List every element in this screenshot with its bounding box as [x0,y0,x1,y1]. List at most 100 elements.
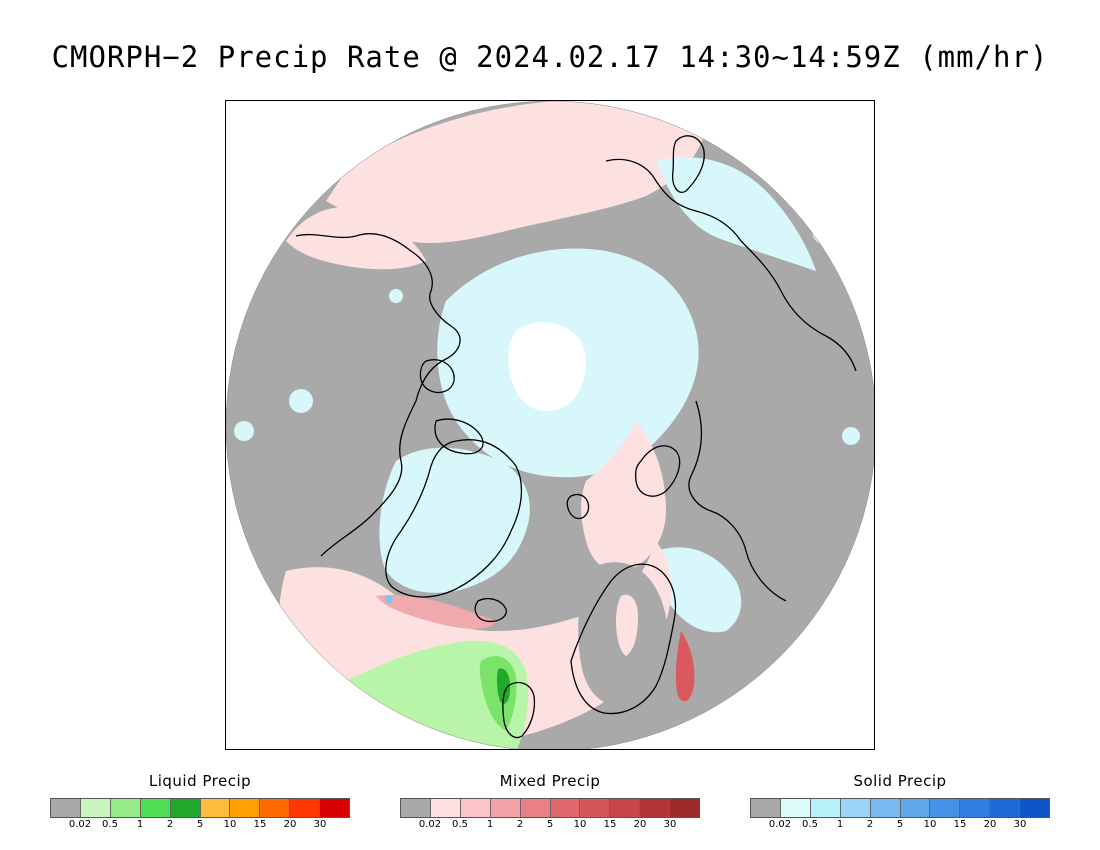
legend-tick-label: 1 [486,819,494,830]
solid-precip-patch-heavy [385,595,393,603]
solid-precip-pole-white [508,322,586,411]
solid-precip-patch [842,427,860,445]
coastline-british-isles [502,682,536,739]
legend-ticks: 0.02 0.5 1 2 5 10 15 20 30 [750,819,1050,833]
legend-swatch [780,799,811,817]
map-frame [225,100,875,750]
coastline-island [419,359,455,394]
legend-swatch [230,799,261,817]
coastline-svalbard [566,493,590,520]
legend-tick-label: 2 [516,819,524,830]
legend-swatch [260,799,291,817]
legend-swatch [170,799,201,817]
legend-swatch [51,799,81,817]
solid-precip-patch [289,389,313,413]
legend-tick-label: 2 [866,819,874,830]
coastline-novaya-zemlya [635,445,681,497]
legend-swatch [990,799,1021,817]
legend-color-bar [50,798,350,818]
legend-swatch [80,799,111,817]
legend-tick-label: 20 [283,819,297,830]
legend-swatch [810,799,841,817]
page-title: CMORPH−2 Precip Rate @ 2024.02.17 14:30~… [51,40,1049,74]
legend-swatch [290,799,321,817]
coastline-island [434,418,484,455]
legend-tick-label: 0.5 [452,819,468,830]
polar-precip-map [226,101,874,749]
legend-swatch [610,799,641,817]
legend-title: Liquid Precip [148,772,252,790]
legend-tick-label: 10 [923,819,937,830]
legend-swatch [900,799,931,817]
legend-tick-label: 30 [1013,819,1027,830]
legend-tick-label: 5 [896,819,904,830]
coastline-alaska [295,233,461,402]
legend-tick-label: 0.02 [68,819,92,830]
mixed-precip-bering [286,207,426,270]
legend-tick-label: 15 [953,819,967,830]
legend-swatch [580,799,611,817]
legend-swatch [320,799,350,817]
legend-swatch [200,799,231,817]
legend-swatch [840,799,871,817]
legend-tick-label: 30 [663,819,677,830]
legend-swatch [460,799,491,817]
legend-tick-label: 0.02 [418,819,442,830]
legend-mixed: Mixed Precip 0.02 0.5 1 2 5 10 15 20 30 [400,772,700,833]
legend-ticks: 0.02 0.5 1 2 5 10 15 20 30 [400,819,700,833]
legend-tick-label: 20 [983,819,997,830]
legend-liquid: Liquid Precip 0.02 0.5 1 2 5 10 15 20 30 [50,772,350,833]
coastline-kamchatka [672,135,705,193]
mixed-precip-streak-scandinavia [675,631,695,702]
mixed-precip-streak-greenland [376,595,496,629]
legend-tick-label: 5 [196,819,204,830]
liquid-precip-heavy [496,668,511,704]
legend-tick-label: 1 [836,819,844,830]
mixed-precip-sweden [616,594,638,656]
legend-title: Mixed Precip [499,772,601,790]
legend-color-bar [750,798,1050,818]
legend-ticks: 0.02 0.5 1 2 5 10 15 20 30 [50,819,350,833]
legend-swatch [870,799,901,817]
legend-tick-label: 30 [313,819,327,830]
legend-swatch [640,799,671,817]
legend-swatch [670,799,700,817]
coastlines [295,135,857,739]
solid-precip-east-siberia [656,157,816,271]
legend-tick-label: 0.02 [768,819,792,830]
legend-tick-label: 2 [166,819,174,830]
legend-swatch [140,799,171,817]
solid-precip-patch [234,421,254,441]
legend-swatch [520,799,551,817]
legend-swatch [401,799,431,817]
solid-precip-patch [389,289,403,303]
coastline-east-siberia [740,240,857,372]
coastline-chukotka [605,158,742,242]
legend-tick-label: 20 [633,819,647,830]
mixed-precip-norwegian-sea [581,421,666,572]
legend-solid: Solid Precip 0.02 0.5 1 2 5 10 15 20 30 [750,772,1050,833]
legend-swatch [430,799,461,817]
legend-swatch [1020,799,1050,817]
legend-tick-label: 5 [546,819,554,830]
legend-tick-label: 0.5 [102,819,118,830]
solid-precip-barents [655,547,742,633]
legend-swatch [960,799,991,817]
legend-tick-label: 1 [136,819,144,830]
map-disk [226,101,874,749]
legend-tick-label: 10 [573,819,587,830]
legend-swatch [751,799,781,817]
coastline-arctic-archipelago [320,400,417,557]
coastline-iceland [474,598,507,623]
legend-swatch [110,799,141,817]
legend-tick-label: 0.5 [802,819,818,830]
legend-swatch [550,799,581,817]
legend-title: Solid Precip [853,772,947,790]
legend-swatch [490,799,521,817]
coastline-siberia [688,400,787,602]
legend-tick-label: 10 [223,819,237,830]
mixed-precip-north-pacific [326,101,706,243]
coastline-greenland [385,439,523,598]
coastline-scandinavia [570,563,677,715]
legend-tick-label: 15 [253,819,267,830]
